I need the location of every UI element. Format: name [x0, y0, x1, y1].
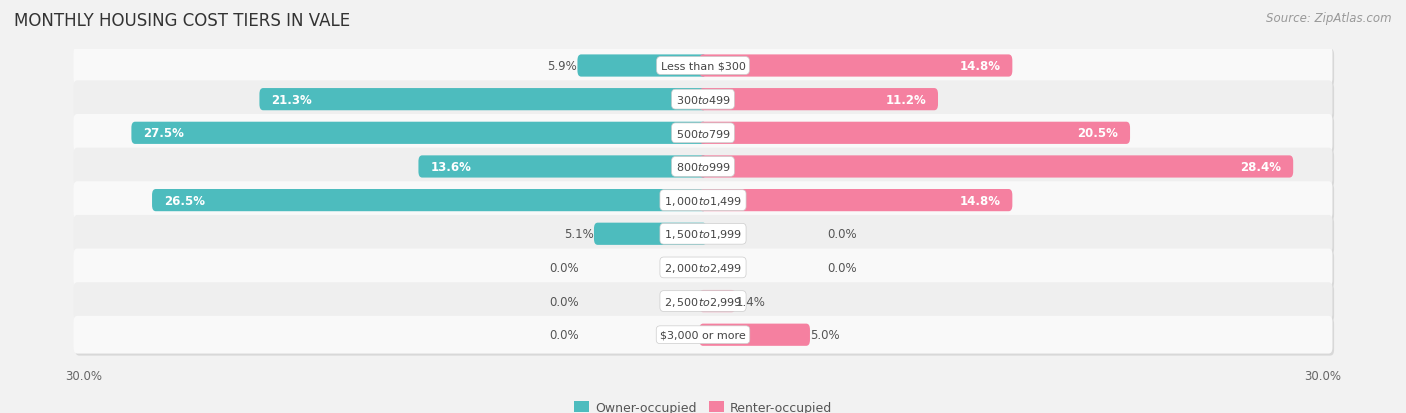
Text: 14.8%: 14.8%	[959, 60, 1001, 73]
FancyBboxPatch shape	[699, 190, 1012, 212]
Text: 0.0%: 0.0%	[550, 328, 579, 342]
FancyBboxPatch shape	[699, 89, 938, 111]
FancyBboxPatch shape	[73, 216, 1333, 253]
FancyBboxPatch shape	[73, 316, 1333, 354]
FancyBboxPatch shape	[75, 83, 1334, 121]
Text: 0.0%: 0.0%	[827, 261, 856, 274]
Text: 27.5%: 27.5%	[143, 127, 184, 140]
Text: $800 to $999: $800 to $999	[675, 161, 731, 173]
FancyBboxPatch shape	[75, 217, 1334, 255]
FancyBboxPatch shape	[73, 148, 1333, 186]
Text: 5.1%: 5.1%	[564, 228, 593, 241]
Text: 21.3%: 21.3%	[271, 93, 312, 107]
FancyBboxPatch shape	[699, 122, 1130, 145]
Text: 1.4%: 1.4%	[737, 295, 766, 308]
FancyBboxPatch shape	[75, 150, 1334, 188]
FancyBboxPatch shape	[260, 89, 707, 111]
Text: $1,500 to $1,999: $1,500 to $1,999	[664, 228, 742, 241]
FancyBboxPatch shape	[419, 156, 707, 178]
Text: 14.8%: 14.8%	[959, 194, 1001, 207]
Text: 13.6%: 13.6%	[430, 161, 471, 173]
Text: 26.5%: 26.5%	[165, 194, 205, 207]
Text: Source: ZipAtlas.com: Source: ZipAtlas.com	[1267, 12, 1392, 25]
FancyBboxPatch shape	[73, 182, 1333, 219]
FancyBboxPatch shape	[699, 324, 810, 346]
FancyBboxPatch shape	[73, 81, 1333, 119]
Text: $3,000 or more: $3,000 or more	[661, 330, 745, 340]
Text: 0.0%: 0.0%	[550, 295, 579, 308]
FancyBboxPatch shape	[75, 50, 1334, 87]
Text: 11.2%: 11.2%	[886, 93, 927, 107]
Text: $2,000 to $2,499: $2,000 to $2,499	[664, 261, 742, 274]
Legend: Owner-occupied, Renter-occupied: Owner-occupied, Renter-occupied	[574, 401, 832, 413]
FancyBboxPatch shape	[699, 156, 1294, 178]
FancyBboxPatch shape	[73, 47, 1333, 85]
FancyBboxPatch shape	[75, 318, 1334, 356]
FancyBboxPatch shape	[73, 249, 1333, 287]
FancyBboxPatch shape	[699, 55, 1012, 77]
Text: $300 to $499: $300 to $499	[675, 94, 731, 106]
Text: $1,000 to $1,499: $1,000 to $1,499	[664, 194, 742, 207]
FancyBboxPatch shape	[131, 122, 707, 145]
Text: Less than $300: Less than $300	[661, 62, 745, 71]
Text: $500 to $799: $500 to $799	[675, 128, 731, 140]
Text: 5.9%: 5.9%	[547, 60, 576, 73]
FancyBboxPatch shape	[75, 117, 1334, 154]
FancyBboxPatch shape	[75, 285, 1334, 322]
FancyBboxPatch shape	[152, 190, 707, 212]
Text: 0.0%: 0.0%	[550, 261, 579, 274]
FancyBboxPatch shape	[73, 115, 1333, 152]
Text: 0.0%: 0.0%	[827, 228, 856, 241]
Text: MONTHLY HOUSING COST TIERS IN VALE: MONTHLY HOUSING COST TIERS IN VALE	[14, 12, 350, 30]
FancyBboxPatch shape	[75, 184, 1334, 221]
Text: $2,500 to $2,999: $2,500 to $2,999	[664, 295, 742, 308]
FancyBboxPatch shape	[699, 290, 735, 312]
FancyBboxPatch shape	[75, 251, 1334, 289]
Text: 28.4%: 28.4%	[1240, 161, 1281, 173]
Text: 5.0%: 5.0%	[810, 328, 839, 342]
Text: 20.5%: 20.5%	[1077, 127, 1118, 140]
FancyBboxPatch shape	[73, 282, 1333, 320]
FancyBboxPatch shape	[578, 55, 707, 77]
FancyBboxPatch shape	[593, 223, 707, 245]
